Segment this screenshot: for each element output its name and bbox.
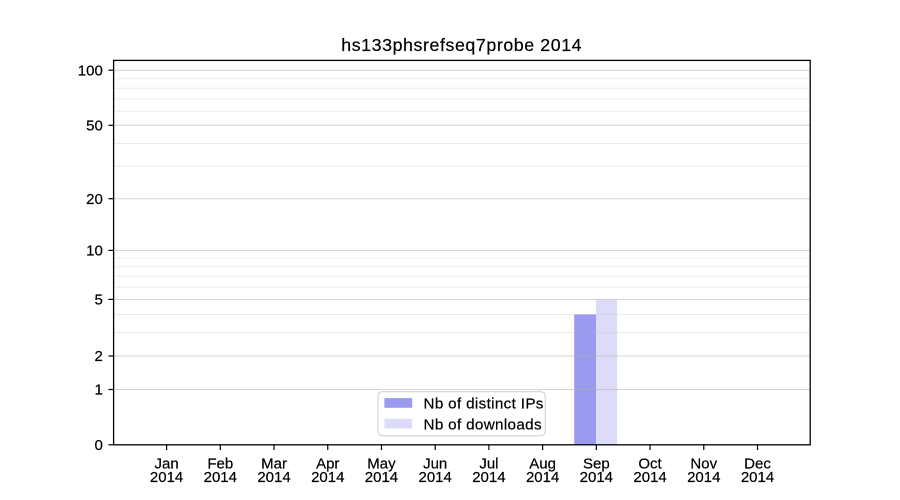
svg-text:2014: 2014 (687, 469, 720, 486)
svg-text:Nb of downloads: Nb of downloads (424, 416, 542, 433)
svg-text:10: 10 (86, 243, 103, 260)
svg-text:2014: 2014 (150, 469, 183, 486)
svg-text:2014: 2014 (204, 469, 237, 486)
svg-text:50: 50 (86, 118, 103, 135)
svg-text:2: 2 (94, 348, 102, 365)
svg-text:2014: 2014 (580, 469, 613, 486)
svg-text:Jun: Jun (423, 455, 447, 472)
svg-text:2014: 2014 (472, 469, 505, 486)
svg-text:100: 100 (78, 62, 103, 79)
svg-text:Sep: Sep (583, 455, 610, 472)
svg-text:Jul: Jul (479, 455, 498, 472)
svg-text:Aug: Aug (529, 455, 556, 472)
svg-text:Jan: Jan (155, 455, 179, 472)
svg-text:Nov: Nov (690, 455, 717, 472)
svg-text:Nb of distinct IPs: Nb of distinct IPs (424, 396, 544, 413)
svg-text:Apr: Apr (316, 455, 339, 472)
svg-text:1: 1 (94, 382, 102, 399)
svg-text:2014: 2014 (526, 469, 559, 486)
svg-text:2014: 2014 (741, 469, 774, 486)
svg-text:5: 5 (94, 292, 102, 309)
svg-text:Feb: Feb (207, 455, 233, 472)
svg-text:2014: 2014 (311, 469, 344, 486)
svg-text:2014: 2014 (257, 469, 290, 486)
svg-text:Oct: Oct (638, 455, 662, 472)
svg-text:0: 0 (94, 437, 102, 454)
svg-text:May: May (367, 455, 396, 472)
svg-text:hs133phsrefseq7probe 2014: hs133phsrefseq7probe 2014 (341, 35, 582, 55)
svg-text:2014: 2014 (365, 469, 398, 486)
svg-text:Dec: Dec (744, 455, 771, 472)
svg-text:2014: 2014 (633, 469, 666, 486)
svg-text:20: 20 (86, 191, 103, 208)
svg-text:2014: 2014 (419, 469, 452, 486)
svg-text:Mar: Mar (261, 455, 287, 472)
